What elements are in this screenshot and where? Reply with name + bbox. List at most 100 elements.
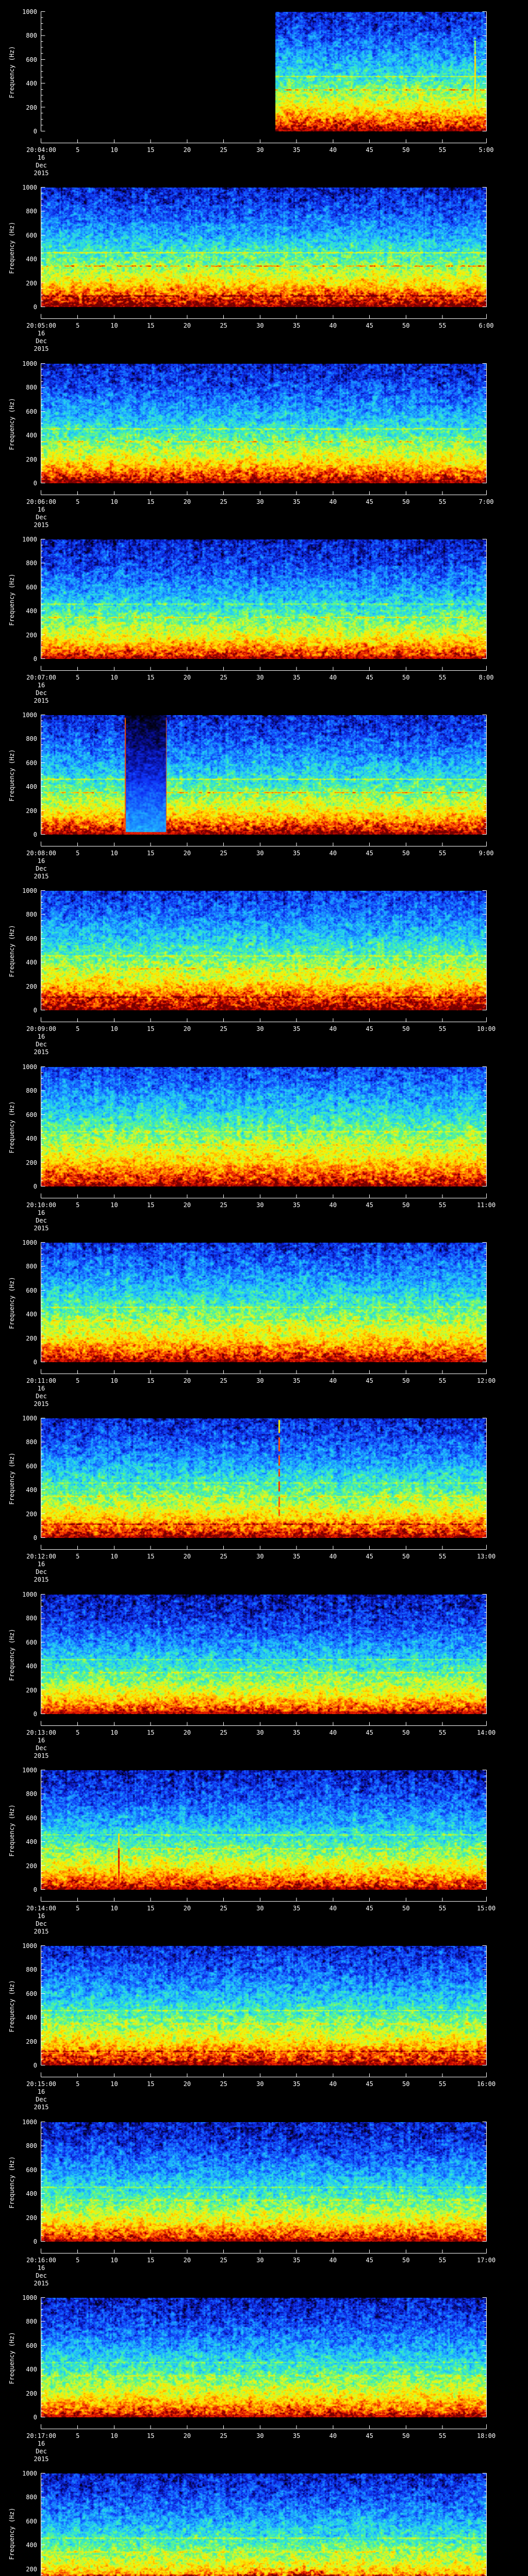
y-tick-label: 400 bbox=[26, 1311, 37, 1318]
y-tick-label: 600 bbox=[26, 1462, 37, 1470]
y-tick-label: 1000 bbox=[22, 360, 37, 367]
x-tick-label: 35 bbox=[292, 2080, 301, 2088]
x-tick-label: 15 bbox=[146, 1025, 155, 1032]
y-tick-label: 1000 bbox=[22, 1063, 37, 1071]
x-axis-date-line: 16 bbox=[37, 330, 45, 337]
x-tick-label: 40 bbox=[329, 1729, 337, 1736]
x-tick-label: 20 bbox=[183, 146, 191, 154]
y-tick-label: 0 bbox=[33, 1886, 37, 1893]
y-tick-label: 400 bbox=[26, 432, 37, 439]
y-tick-label: 200 bbox=[26, 982, 37, 990]
x-tick-label: 55 bbox=[438, 1201, 447, 1209]
x-end-time-label: 13:00 bbox=[476, 1553, 496, 1560]
x-tick-label: 55 bbox=[438, 850, 447, 857]
x-axis-date-line: 16 bbox=[37, 154, 45, 161]
x-tick-label: 30 bbox=[256, 322, 264, 329]
x-tick-label: 25 bbox=[220, 146, 227, 154]
x-end-time-label: 5:00 bbox=[478, 146, 494, 154]
y-tick-label: 800 bbox=[26, 1087, 37, 1095]
x-tick-label: 40 bbox=[329, 2080, 337, 2088]
y-tick-label: 800 bbox=[26, 2318, 37, 2326]
x-start-time-label: 20:12:00 bbox=[26, 1553, 56, 1560]
x-tick-label: 50 bbox=[402, 322, 410, 329]
y-tick-label: 0 bbox=[33, 303, 37, 311]
x-tick-label: 55 bbox=[438, 322, 447, 329]
x-axis-date-line: 16 bbox=[37, 2264, 45, 2272]
x-tick-label: 10 bbox=[110, 850, 118, 857]
x-tick-label: 50 bbox=[402, 146, 410, 154]
x-tick-label: 25 bbox=[220, 1025, 227, 1032]
x-axis-date-line: 16 bbox=[37, 1385, 45, 1392]
x-axis-date-line: Dec bbox=[36, 514, 47, 521]
x-tick-label: 55 bbox=[438, 1553, 447, 1560]
y-tick-label: 0 bbox=[33, 1534, 37, 1541]
x-tick-label: 5 bbox=[76, 1377, 80, 1384]
x-tick-label: 10 bbox=[110, 322, 118, 329]
x-tick-label: 20 bbox=[183, 1025, 191, 1032]
x-axis-date-line: 2015 bbox=[34, 1225, 49, 1232]
x-tick-label: 30 bbox=[256, 498, 264, 505]
spectrogram-image bbox=[41, 2298, 486, 2417]
x-axis-date-line: 16 bbox=[37, 1737, 45, 1744]
x-start-time-label: 20:05:00 bbox=[26, 322, 56, 329]
y-tick-label: 200 bbox=[26, 1862, 37, 1870]
x-tick-label: 5 bbox=[76, 1201, 80, 1209]
spectrogram-image bbox=[41, 715, 486, 835]
x-tick-label: 10 bbox=[110, 498, 118, 505]
x-tick-label: 40 bbox=[329, 1553, 337, 1560]
x-tick-label: 45 bbox=[366, 146, 373, 154]
x-tick-label: 55 bbox=[438, 1377, 447, 1384]
y-tick-label: 200 bbox=[26, 279, 37, 287]
x-start-time-label: 20:08:00 bbox=[26, 850, 56, 857]
x-tick-label: 40 bbox=[329, 674, 337, 681]
x-tick-label: 25 bbox=[220, 1729, 227, 1736]
x-tick-label: 15 bbox=[146, 850, 155, 857]
y-tick-label: 1000 bbox=[22, 1591, 37, 1598]
y-tick-label: 400 bbox=[26, 2190, 37, 2198]
x-tick-label: 15 bbox=[146, 1553, 155, 1560]
x-tick-label: 35 bbox=[292, 1025, 301, 1032]
y-tick-label: 1000 bbox=[22, 2119, 37, 2126]
x-tick-label: 50 bbox=[402, 1905, 410, 1912]
y-tick-label: 400 bbox=[26, 1486, 37, 1494]
x-tick-label: 30 bbox=[256, 1905, 264, 1912]
x-tick-label: 40 bbox=[329, 1201, 337, 1209]
y-tick-label: 0 bbox=[33, 2062, 37, 2069]
x-axis-date-line: 16 bbox=[37, 1033, 45, 1040]
x-tick-label: 25 bbox=[220, 498, 227, 505]
x-tick-label: 15 bbox=[146, 2432, 155, 2439]
x-tick-label: 25 bbox=[220, 674, 227, 681]
x-axis-date-line: Dec bbox=[36, 2448, 47, 2455]
x-tick-label: 10 bbox=[110, 1553, 118, 1560]
x-axis-date-line: 2015 bbox=[34, 2104, 49, 2111]
x-tick-label: 30 bbox=[256, 1729, 264, 1736]
y-tick-label: 800 bbox=[26, 208, 37, 215]
y-tick-label: 800 bbox=[26, 384, 37, 392]
x-axis-date-line: Dec bbox=[36, 337, 47, 345]
y-tick-label: 400 bbox=[26, 1663, 37, 1670]
x-end-time-label: 12:00 bbox=[476, 1377, 496, 1384]
x-tick-label: 55 bbox=[438, 2080, 447, 2088]
x-tick-label: 30 bbox=[256, 1377, 264, 1384]
x-tick-label: 25 bbox=[220, 1377, 227, 1384]
x-tick-label: 35 bbox=[292, 1729, 301, 1736]
y-tick-label: 600 bbox=[26, 56, 37, 63]
x-tick-label: 15 bbox=[146, 1905, 155, 1912]
x-end-time-label: 14:00 bbox=[476, 1729, 496, 1736]
x-tick-label: 55 bbox=[438, 2257, 447, 2264]
y-tick-label: 200 bbox=[26, 807, 37, 815]
x-start-time-label: 20:04:00 bbox=[26, 146, 56, 154]
x-tick-label: 10 bbox=[110, 1729, 118, 1736]
y-tick-label: 400 bbox=[26, 256, 37, 263]
x-tick-label: 25 bbox=[220, 2080, 227, 2088]
y-tick-label: 400 bbox=[26, 2541, 37, 2549]
y-tick-label: 600 bbox=[26, 759, 37, 767]
x-start-time-label: 20:16:00 bbox=[26, 2257, 56, 2264]
spectrogram-image bbox=[41, 364, 486, 483]
